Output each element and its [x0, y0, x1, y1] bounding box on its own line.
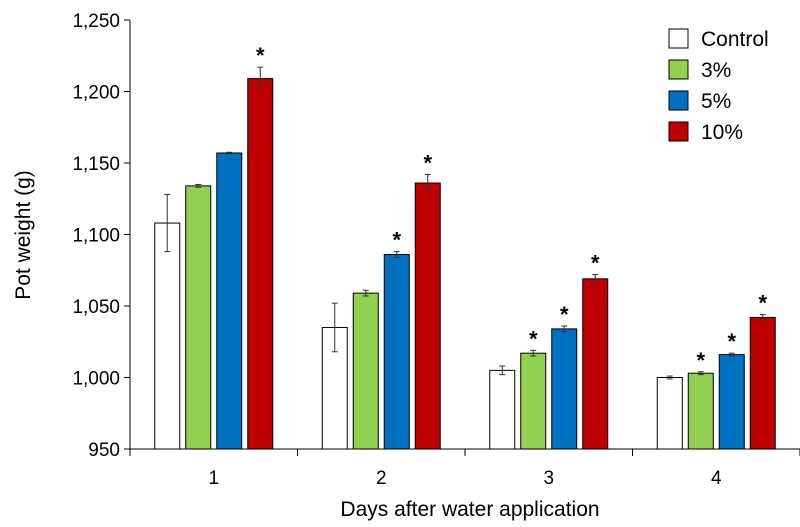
- y-tick-label: 1,200: [72, 83, 120, 104]
- bar: [489, 369, 516, 450]
- bar: [247, 78, 274, 450]
- legend: Control 3% 5% 10%: [668, 28, 769, 144]
- x-axis-title: Days after water application: [340, 498, 599, 521]
- x-tick-label: 2: [376, 468, 387, 489]
- significance-marker: *: [256, 43, 265, 68]
- bar: [216, 152, 243, 450]
- y-tick-label: 1,000: [72, 369, 120, 390]
- bar: [383, 254, 410, 450]
- legend-label: 5%: [701, 90, 731, 113]
- bar: [414, 182, 441, 450]
- legend-swatch: [668, 121, 689, 142]
- significance-marker: *: [758, 291, 767, 316]
- bar: [687, 372, 714, 450]
- bar: [718, 354, 745, 450]
- bar: [582, 278, 609, 450]
- significance-marker: *: [591, 251, 600, 276]
- legend-label: 3%: [701, 59, 731, 82]
- y-axis-title: Pot weight (g): [12, 170, 35, 300]
- x-tick-label: 4: [711, 468, 722, 489]
- bar: [185, 185, 212, 450]
- significance-marker: *: [560, 302, 569, 327]
- y-tick-label: 1,250: [72, 11, 120, 32]
- legend-swatch: [668, 59, 689, 80]
- bar: [551, 328, 578, 450]
- legend-swatch: [668, 28, 689, 49]
- y-tick-label: 1,150: [72, 154, 120, 175]
- legend-label: Control: [701, 28, 769, 51]
- legend-swatch: [668, 90, 689, 111]
- legend-label: 10%: [701, 121, 743, 144]
- y-tick-label: 950: [88, 440, 120, 461]
- significance-marker: *: [727, 329, 736, 354]
- bars: * * * * * * * * *: [154, 43, 776, 450]
- bar: [154, 222, 181, 450]
- x-axis-ticks: 1 2 3 4: [129, 449, 800, 489]
- significance-marker: *: [529, 326, 538, 351]
- bar: [520, 352, 547, 450]
- bar: [352, 292, 379, 450]
- x-tick-label: 3: [543, 468, 554, 489]
- significance-marker: *: [392, 228, 401, 253]
- significance-marker: *: [423, 150, 432, 175]
- y-axis-ticks: 950 1,000 1,050 1,100 1,150 1,200 1,250: [72, 11, 130, 461]
- y-tick-label: 1,100: [72, 226, 120, 247]
- bar: [656, 377, 683, 450]
- significance-marker: *: [696, 348, 705, 373]
- y-tick-label: 1,050: [72, 297, 120, 318]
- x-tick-label: 1: [208, 468, 219, 489]
- bar: [749, 316, 776, 450]
